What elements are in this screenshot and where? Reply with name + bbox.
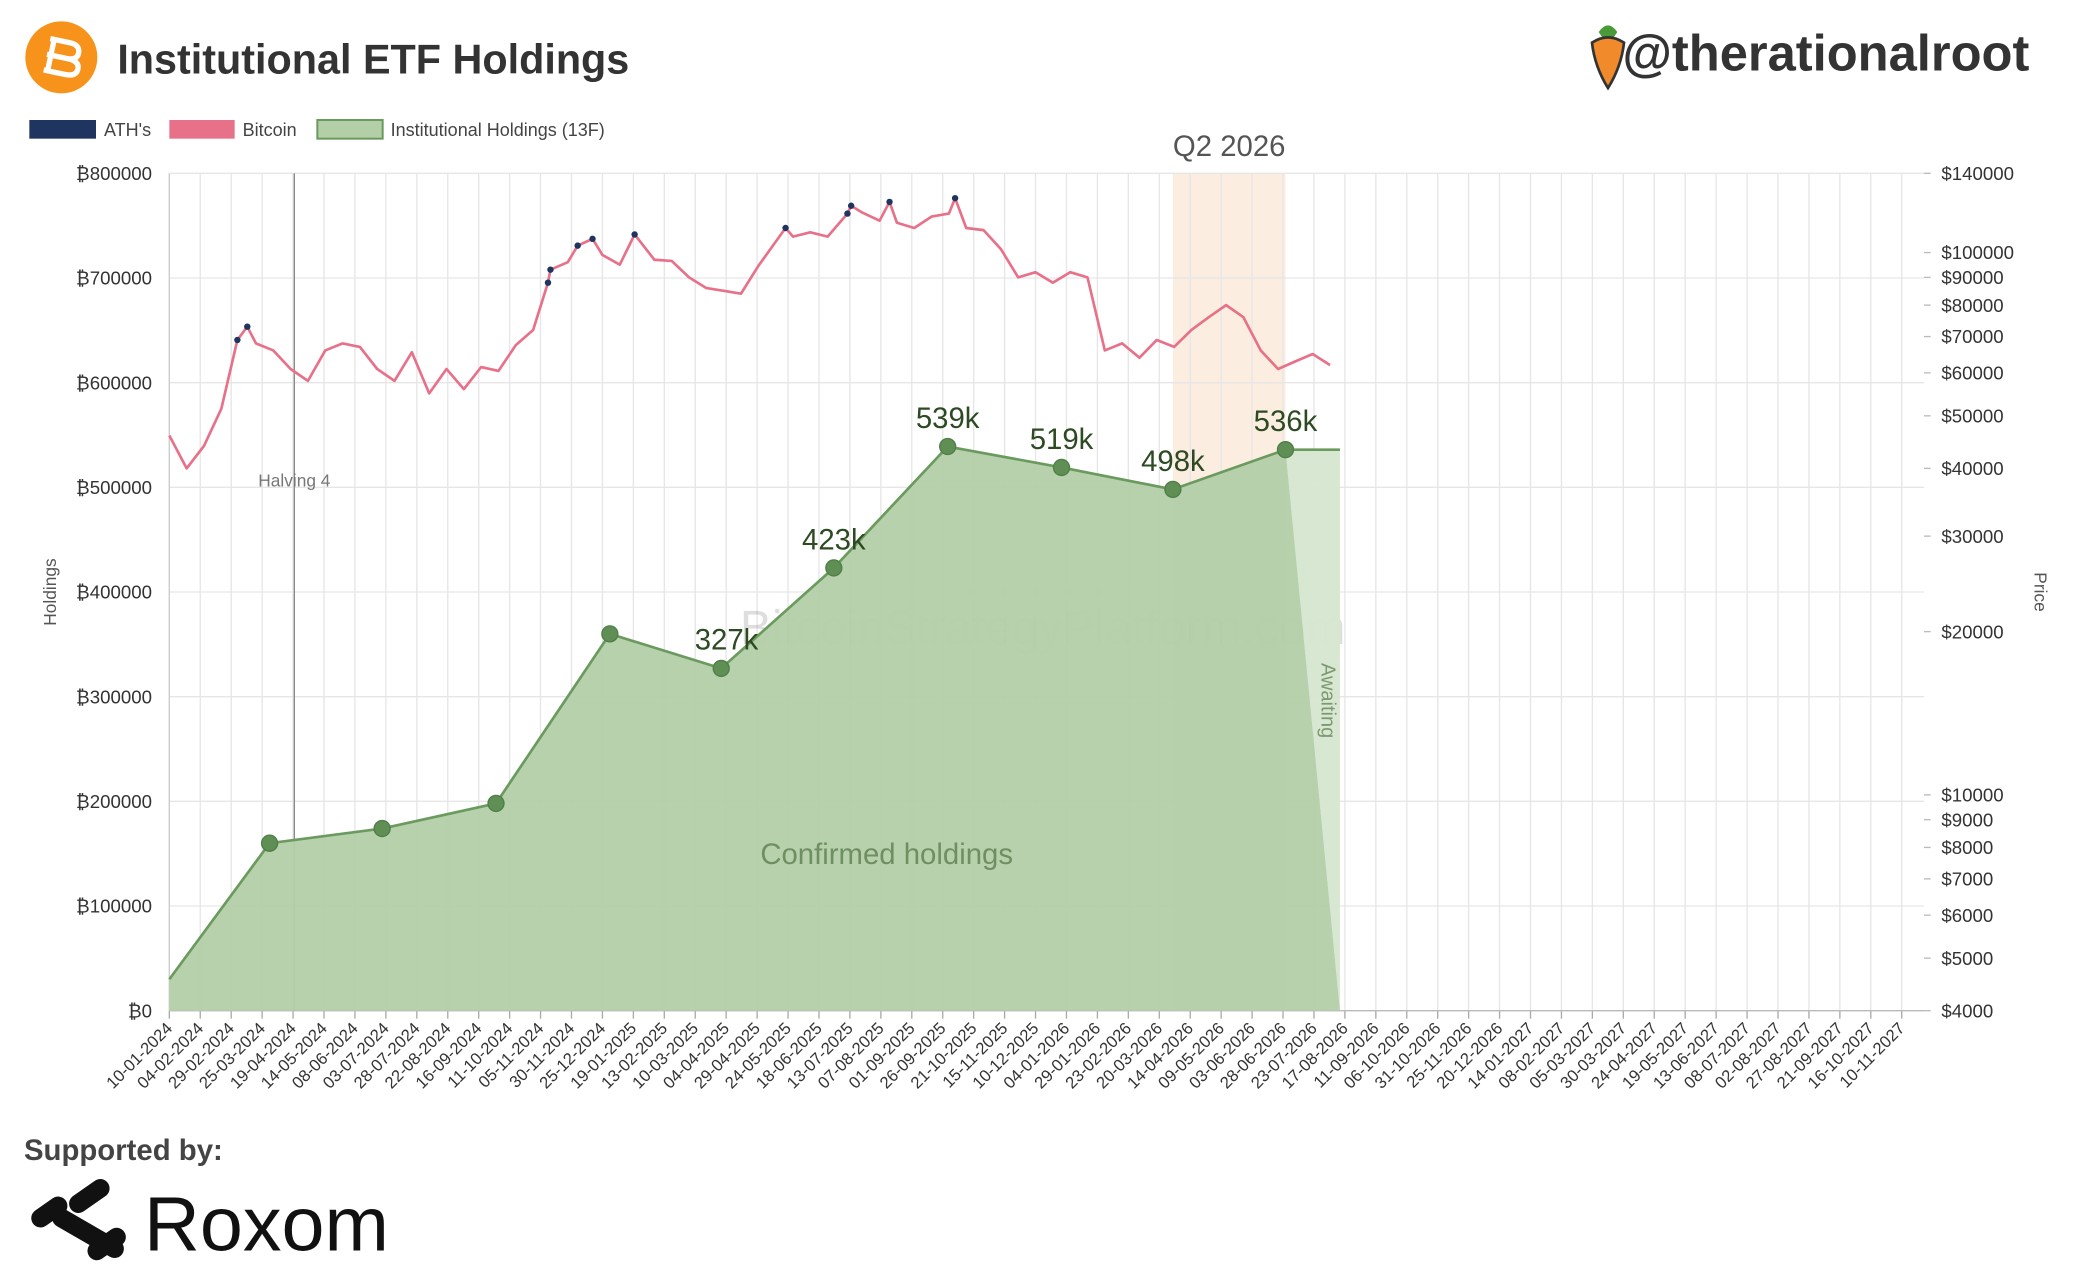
legend-swatch	[169, 120, 235, 139]
holdings-point	[1052, 458, 1071, 477]
y-tick-label: ₿500000	[76, 477, 152, 498]
y2-tick-label: $70000	[1941, 326, 2003, 347]
y2-tick-label: $60000	[1941, 363, 2003, 384]
ath-point	[631, 231, 638, 238]
ath-point	[782, 224, 789, 232]
y2-tick-label: $6000	[1941, 905, 1993, 926]
y-axis-title: Holdings	[40, 558, 60, 626]
legend-swatch	[316, 118, 384, 140]
y2-tick-label: $7000	[1941, 869, 1993, 890]
y2-tick-label: $40000	[1941, 458, 2003, 479]
holdings-point	[939, 437, 957, 456]
ath-point	[589, 235, 596, 243]
holdings-point	[825, 559, 843, 577]
y2-axis-title: Price	[2031, 572, 2051, 611]
y-tick-label: ₿0	[128, 1000, 152, 1021]
y2-tick-label: $80000	[1941, 295, 2003, 316]
supported-by: Supported by:	[24, 1134, 223, 1167]
awaiting-label: Awaiting	[1316, 663, 1338, 738]
y-tick-label: ₿100000	[76, 896, 152, 917]
ath-point	[951, 194, 959, 202]
ath-point	[547, 266, 554, 273]
holdings-point	[601, 625, 619, 643]
holdings-point	[1164, 480, 1182, 499]
holdings-point	[373, 819, 391, 838]
legend-label: ATH's	[104, 120, 151, 140]
legend-label: Bitcoin	[243, 120, 297, 140]
holdings-point	[260, 834, 279, 852]
chart-title: Institutional ETF Holdings	[117, 36, 629, 82]
ath-point	[244, 323, 251, 330]
holdings-point	[1276, 440, 1295, 459]
ath-point	[544, 279, 552, 286]
y2-tick-label: $20000	[1941, 621, 2003, 642]
y2-tick-label: $30000	[1941, 526, 2003, 547]
ath-point	[847, 202, 855, 209]
y2-tick-label: $100000	[1941, 242, 2014, 263]
y2-tick-label: $90000	[1941, 267, 2003, 288]
value-label: 519k	[1030, 423, 1094, 456]
y2-tick-label: $140000	[1941, 163, 2014, 184]
roxom-logo	[31, 1179, 126, 1261]
holdings-point	[487, 794, 505, 813]
legend-swatch	[29, 120, 96, 139]
y2-tick-label: $10000	[1941, 785, 2003, 806]
y-tick-label: ₿700000	[76, 268, 152, 289]
y-tick-label: ₿200000	[76, 791, 152, 812]
price-line	[168, 196, 1331, 470]
y2-tick-label: $9000	[1941, 809, 1993, 830]
halving-label: Halving 4	[258, 471, 331, 491]
ath-point	[574, 242, 581, 249]
confirmed-label: Confirmed holdings	[760, 838, 1013, 871]
holdings-area	[169, 446, 1340, 1011]
value-label: 498k	[1141, 445, 1205, 478]
ath-point	[844, 210, 851, 217]
value-label: 539k	[916, 402, 980, 435]
y-tick-label: ₿400000	[76, 582, 152, 603]
y-tick-label: ₿300000	[76, 686, 152, 707]
y2-tick-label: $4000	[1941, 1000, 1993, 1021]
ath-point	[886, 198, 893, 206]
legend-label: Institutional Holdings (13F)	[391, 120, 605, 140]
y2-tick-label: $50000	[1941, 405, 2003, 426]
value-label: 423k	[802, 523, 866, 556]
value-label: 536k	[1254, 405, 1318, 438]
y2-tick-label: $5000	[1941, 948, 1993, 969]
bitcoin-logo	[25, 21, 98, 94]
holdings-line	[168, 445, 1340, 981]
y2-tick-label: $8000	[1941, 837, 1993, 858]
quarter-label: Q2 2026	[1173, 130, 1286, 163]
value-label: 327k	[695, 624, 759, 657]
y-tick-label: ₿800000	[76, 163, 152, 184]
handle: @therationalroot	[1623, 25, 2030, 82]
holdings-point	[712, 659, 730, 678]
y-tick-label: ₿600000	[76, 372, 152, 393]
ath-point	[234, 336, 241, 344]
carrot-icon	[1590, 25, 1626, 91]
sponsor: Roxom	[144, 1182, 389, 1268]
